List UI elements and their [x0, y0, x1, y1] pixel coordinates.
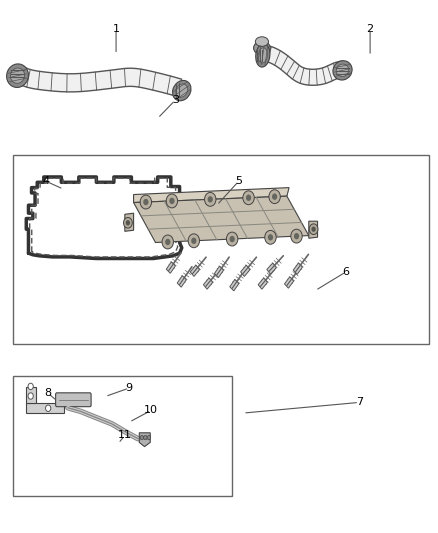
- Circle shape: [191, 238, 196, 244]
- Bar: [13, 155, 429, 344]
- Ellipse shape: [336, 64, 349, 77]
- Ellipse shape: [176, 84, 188, 97]
- Polygon shape: [166, 262, 175, 273]
- Circle shape: [147, 435, 151, 440]
- Polygon shape: [26, 387, 36, 403]
- Polygon shape: [139, 433, 150, 447]
- Circle shape: [208, 196, 213, 203]
- Circle shape: [166, 194, 178, 208]
- Circle shape: [188, 234, 199, 248]
- Ellipse shape: [173, 80, 191, 101]
- Polygon shape: [134, 188, 289, 203]
- Polygon shape: [262, 45, 342, 85]
- Circle shape: [291, 229, 302, 243]
- Polygon shape: [190, 265, 200, 277]
- Circle shape: [162, 235, 173, 249]
- Polygon shape: [134, 196, 309, 243]
- Text: 10: 10: [144, 406, 158, 415]
- Polygon shape: [240, 265, 250, 277]
- Polygon shape: [285, 277, 293, 288]
- Ellipse shape: [256, 44, 270, 67]
- Polygon shape: [125, 213, 134, 231]
- Circle shape: [126, 220, 130, 225]
- Text: 6: 6: [343, 267, 350, 277]
- Text: 7: 7: [356, 398, 363, 407]
- Polygon shape: [309, 221, 318, 238]
- Ellipse shape: [254, 41, 270, 55]
- Ellipse shape: [258, 48, 268, 63]
- Circle shape: [309, 224, 318, 235]
- Circle shape: [265, 230, 276, 244]
- Circle shape: [268, 234, 273, 240]
- Polygon shape: [258, 278, 268, 289]
- Circle shape: [311, 227, 316, 232]
- Circle shape: [140, 195, 152, 209]
- Circle shape: [46, 405, 51, 411]
- Polygon shape: [230, 279, 239, 291]
- Circle shape: [124, 217, 132, 228]
- Text: 9: 9: [126, 383, 133, 393]
- Polygon shape: [293, 263, 302, 274]
- Polygon shape: [215, 266, 223, 278]
- Circle shape: [28, 383, 33, 390]
- Circle shape: [230, 236, 235, 242]
- Bar: [13, 376, 232, 496]
- Circle shape: [269, 190, 280, 204]
- Text: 5: 5: [235, 176, 242, 186]
- Text: 3: 3: [172, 95, 179, 105]
- Circle shape: [140, 435, 144, 440]
- Text: 2: 2: [367, 25, 374, 34]
- Circle shape: [272, 193, 277, 200]
- Ellipse shape: [255, 37, 268, 46]
- Polygon shape: [17, 66, 181, 96]
- Circle shape: [246, 195, 251, 201]
- Polygon shape: [177, 276, 186, 287]
- Text: 11: 11: [118, 431, 132, 440]
- Circle shape: [28, 393, 33, 399]
- Circle shape: [165, 239, 170, 245]
- Polygon shape: [267, 263, 276, 274]
- Circle shape: [294, 233, 299, 239]
- Circle shape: [143, 199, 148, 205]
- Ellipse shape: [333, 61, 352, 80]
- Text: 4: 4: [42, 176, 49, 186]
- Circle shape: [144, 435, 147, 440]
- Polygon shape: [203, 278, 213, 289]
- Text: 1: 1: [113, 25, 120, 34]
- Ellipse shape: [11, 68, 25, 83]
- FancyBboxPatch shape: [56, 393, 91, 407]
- Circle shape: [243, 191, 254, 205]
- Ellipse shape: [7, 64, 28, 87]
- Polygon shape: [26, 403, 64, 413]
- Circle shape: [170, 198, 174, 204]
- Circle shape: [205, 192, 216, 206]
- Text: 8: 8: [45, 389, 52, 398]
- Circle shape: [226, 232, 238, 246]
